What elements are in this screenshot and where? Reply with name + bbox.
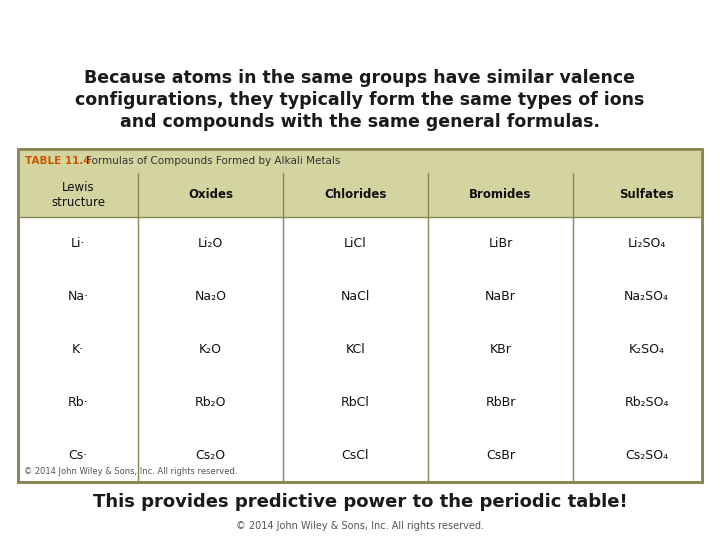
Text: Lewis
structure: Lewis structure	[51, 181, 105, 209]
Text: RbCl: RbCl	[341, 396, 370, 409]
Text: Predicting Formulas of Ionic Compounds: Predicting Formulas of Ionic Compounds	[13, 14, 647, 42]
Text: LiCl: LiCl	[344, 237, 367, 250]
Text: Na₂SO₄: Na₂SO₄	[624, 290, 669, 303]
Text: K₂O: K₂O	[199, 343, 222, 356]
Text: Rb₂O: Rb₂O	[194, 396, 226, 409]
Text: Oxides: Oxides	[188, 188, 233, 201]
Text: Li₂SO₄: Li₂SO₄	[627, 237, 666, 250]
Text: Bromides: Bromides	[469, 188, 531, 201]
Text: Rb·: Rb·	[68, 396, 89, 409]
Text: Cs₂SO₄: Cs₂SO₄	[625, 449, 668, 462]
Text: This provides predictive power to the periodic table!: This provides predictive power to the pe…	[93, 493, 627, 511]
Text: KCl: KCl	[346, 343, 365, 356]
Text: K·: K·	[72, 343, 84, 356]
Text: NaBr: NaBr	[485, 290, 516, 303]
Text: Sulfates: Sulfates	[619, 188, 674, 201]
Text: K₂SO₄: K₂SO₄	[629, 343, 665, 356]
Text: Na·: Na·	[68, 290, 89, 303]
Text: Chlorides: Chlorides	[324, 188, 387, 201]
Text: CsCl: CsCl	[342, 449, 369, 462]
Text: CsBr: CsBr	[486, 449, 515, 462]
Text: Formulas of Compounds Formed by Alkali Metals: Formulas of Compounds Formed by Alkali M…	[86, 156, 341, 166]
Text: Li₂O: Li₂O	[198, 237, 223, 250]
Bar	[18, 149, 702, 173]
Bar	[18, 149, 702, 482]
Text: Because atoms in the same groups have similar valence: Because atoms in the same groups have si…	[84, 69, 636, 87]
Text: configurations, they typically form the same types of ions: configurations, they typically form the …	[76, 91, 644, 109]
Bar	[18, 149, 702, 482]
Text: TABLE 11.4: TABLE 11.4	[25, 156, 91, 166]
Bar	[18, 173, 702, 217]
Text: and compounds with the same general formulas.: and compounds with the same general form…	[120, 113, 600, 131]
Text: Rb₂SO₄: Rb₂SO₄	[624, 396, 669, 409]
Text: Cs₂O: Cs₂O	[195, 449, 225, 462]
Text: Cs·: Cs·	[68, 449, 88, 462]
Text: LiBr: LiBr	[488, 237, 513, 250]
Text: RbBr: RbBr	[485, 396, 516, 409]
Text: NaCl: NaCl	[341, 290, 370, 303]
Text: © 2014 John Wiley & Sons, Inc. All rights reserved.: © 2014 John Wiley & Sons, Inc. All right…	[236, 521, 484, 531]
Text: Na₂O: Na₂O	[194, 290, 227, 303]
Text: Li·: Li·	[71, 237, 85, 250]
Text: © 2014 John Wiley & Sons, Inc. All rights reserved.: © 2014 John Wiley & Sons, Inc. All right…	[24, 468, 238, 476]
Text: KBr: KBr	[490, 343, 511, 356]
